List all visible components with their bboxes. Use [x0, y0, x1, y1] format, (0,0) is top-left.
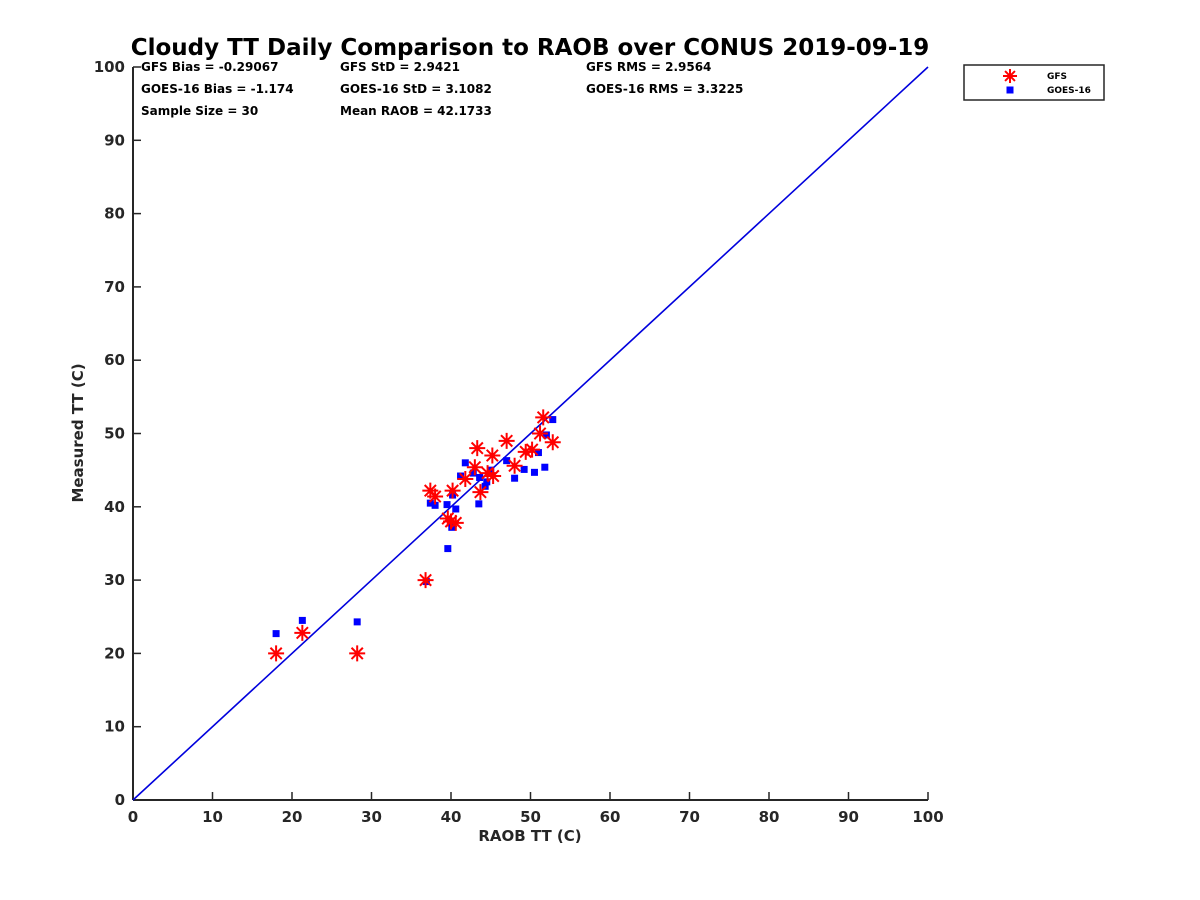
legend: GFS GOES-16: [963, 64, 1105, 101]
gfs-bias-stat: GFS Bias = -0.29067: [141, 60, 278, 74]
x-tick-label: 90: [838, 808, 859, 826]
goes16-point: [542, 431, 550, 439]
y-tick-label: 70: [104, 278, 125, 296]
gfs-point: [479, 465, 496, 482]
y-axis-label: Measured TT (C): [69, 363, 87, 502]
y-tick-label: 90: [104, 131, 125, 149]
x-tick-label: 10: [202, 808, 223, 826]
gfs-point: [268, 645, 285, 662]
y-tick-label: 50: [104, 425, 125, 443]
goes-std-stat: GOES-16 StD = 3.1082: [340, 82, 492, 96]
goes16-point: [534, 449, 542, 457]
legend-goes-label: GOES-16: [1047, 86, 1091, 96]
legend-gfs-marker: [1003, 69, 1017, 83]
goes16-point: [272, 630, 280, 638]
goes16-point: [530, 468, 538, 476]
goes16-point: [541, 463, 549, 471]
gfs-point: [427, 488, 444, 505]
x-tick-label: 20: [282, 808, 303, 826]
y-tick-label: 80: [104, 205, 125, 223]
gfs-point: [469, 440, 486, 457]
gfs-point: [444, 482, 461, 499]
gfs-point: [535, 409, 552, 426]
gfs-point: [457, 470, 474, 487]
gfs-point: [447, 514, 464, 531]
goes16-point: [503, 457, 511, 465]
gfs-point: [294, 624, 311, 641]
axes: 0 10 20 30 40 50 60 70 80 90 100 0 10 20 30 40 50 60 70 80 9…: [94, 58, 944, 826]
legend-goes-square: [1006, 86, 1014, 94]
legend-gfs-label: GFS: [1047, 72, 1067, 82]
y-tick-label: 100: [94, 58, 125, 76]
gfs-point: [506, 457, 523, 474]
mean-raob-stat: Mean RAOB = 42.1733: [340, 104, 492, 118]
goes-bias-stat: GOES-16 Bias = -1.174: [141, 82, 294, 96]
data-marks: [268, 409, 561, 662]
goes-rms-stat: GOES-16 RMS = 3.3225: [586, 82, 743, 96]
gfs-point: [544, 434, 561, 451]
goes16-point: [469, 469, 477, 477]
x-tick-label: 100: [912, 808, 943, 826]
gfs-point: [532, 425, 549, 442]
goes16-point: [520, 465, 528, 473]
gfs-point: [472, 484, 489, 501]
gfs-point: [524, 441, 541, 458]
gfs-point: [349, 645, 366, 662]
y-tick-label: 60: [104, 351, 125, 369]
goes16-point: [452, 505, 460, 513]
x-tick-label: 80: [759, 808, 780, 826]
x-tick-label: 70: [679, 808, 700, 826]
stats-annotations: GFS Bias = -0.29067 GFS StD = 2.9421 GFS…: [141, 60, 743, 118]
x-tick-label: 60: [600, 808, 621, 826]
gfs-point: [517, 443, 534, 460]
reference-line-group: [132, 66, 929, 801]
y-tick-label: 10: [104, 718, 125, 736]
legend-goes-marker: [1006, 86, 1014, 94]
goes16-point: [426, 499, 434, 507]
legend-box: [963, 64, 1105, 101]
goes16-point: [475, 500, 483, 508]
y-tick-label: 0: [115, 791, 125, 809]
x-tick-label: 50: [520, 808, 541, 826]
chart-title: Cloudy TT Daily Comparison to RAOB over …: [131, 35, 930, 61]
gfs-point: [417, 572, 434, 589]
gfs-point: [485, 468, 502, 485]
goes16-point: [353, 618, 361, 626]
one-to-one-line: [132, 66, 929, 801]
y-tick-label: 30: [104, 571, 125, 589]
goes16-point: [431, 501, 439, 509]
goes16-point: [444, 545, 452, 553]
goes16-point: [549, 416, 557, 424]
gfs-point: [466, 459, 483, 476]
goes16-point: [298, 616, 306, 624]
x-tick-label: 40: [441, 808, 462, 826]
x-axis-label: RAOB TT (C): [478, 827, 581, 845]
gfs-point: [484, 447, 501, 464]
gfs-rms-stat: GFS RMS = 2.9564: [586, 60, 711, 74]
y-tick-label: 20: [104, 644, 125, 662]
x-tick-label: 0: [128, 808, 138, 826]
gfs-std-stat: GFS StD = 2.9421: [340, 60, 460, 74]
sample-size-stat: Sample Size = 30: [141, 104, 258, 118]
gfs-point: [498, 432, 515, 449]
y-tick-label: 40: [104, 498, 125, 516]
goes16-point: [483, 478, 491, 486]
gfs-point: [443, 513, 459, 530]
goes16-point: [443, 501, 451, 509]
goes16-point: [511, 474, 519, 482]
legend-gfs-asterisk: [1003, 69, 1017, 83]
goes16-point: [457, 472, 465, 480]
goes16-point: [476, 473, 484, 481]
goes16-point: [461, 459, 469, 467]
x-tick-label: 30: [361, 808, 382, 826]
